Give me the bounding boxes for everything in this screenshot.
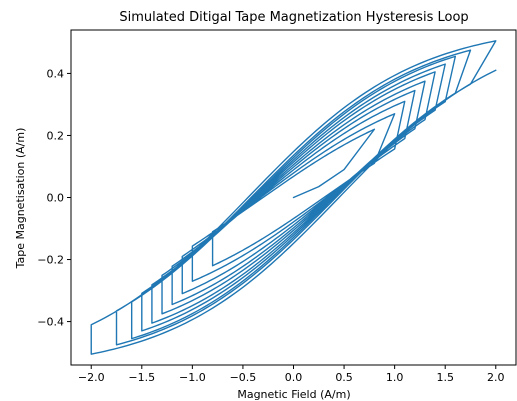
x-axis-label: Magnetic Field (A/m) [237, 388, 350, 401]
x-tick-label: 0.0 [285, 371, 303, 384]
x-tick-label: −1.5 [128, 371, 155, 384]
x-tick-label: 0.5 [335, 371, 353, 384]
y-tick-label: 0.0 [47, 192, 65, 205]
y-tick-label: 0.2 [47, 129, 65, 142]
y-tick-label: −0.2 [37, 254, 64, 267]
plot-area: −2.0 −1.5 −1.0 −0.5 0.0 0.5 1.0 1.5 2.0 −0.4 −0.2 0… [37, 29, 517, 384]
x-tick-label: −2.0 [78, 371, 105, 384]
x-tick-label: 1.5 [436, 371, 454, 384]
x-tick-label: −1.0 [179, 371, 206, 384]
x-tick-label: −0.5 [230, 371, 257, 384]
hysteresis-series-line [90, 40, 497, 355]
chart-title: Simulated Ditigal Tape Magnetization Hys… [119, 10, 468, 25]
y-tick-label: −0.4 [37, 316, 64, 329]
x-tick-label: 2.0 [487, 371, 505, 384]
y-axis-label: Tape Magnetisation (A/m) [14, 128, 27, 270]
x-tick-label: 1.0 [386, 371, 404, 384]
y-tick-label: 0.4 [47, 67, 65, 80]
